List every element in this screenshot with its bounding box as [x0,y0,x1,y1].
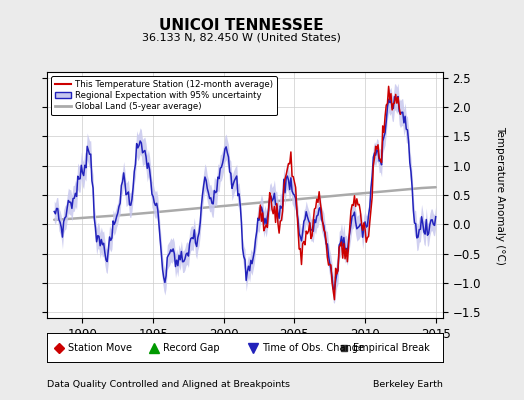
Text: Data Quality Controlled and Aligned at Breakpoints: Data Quality Controlled and Aligned at B… [47,380,290,389]
Text: Time of Obs. Change: Time of Obs. Change [261,342,364,353]
Legend: This Temperature Station (12-month average), Regional Expectation with 95% uncer: This Temperature Station (12-month avera… [51,76,277,115]
Text: Station Move: Station Move [68,342,132,353]
Text: Empirical Break: Empirical Break [353,342,429,353]
Text: 36.133 N, 82.450 W (United States): 36.133 N, 82.450 W (United States) [141,33,341,43]
Text: Berkeley Earth: Berkeley Earth [373,380,443,389]
Text: Record Gap: Record Gap [162,342,220,353]
Text: UNICOI TENNESSEE: UNICOI TENNESSEE [159,18,323,33]
Y-axis label: Temperature Anomaly (°C): Temperature Anomaly (°C) [495,126,505,264]
